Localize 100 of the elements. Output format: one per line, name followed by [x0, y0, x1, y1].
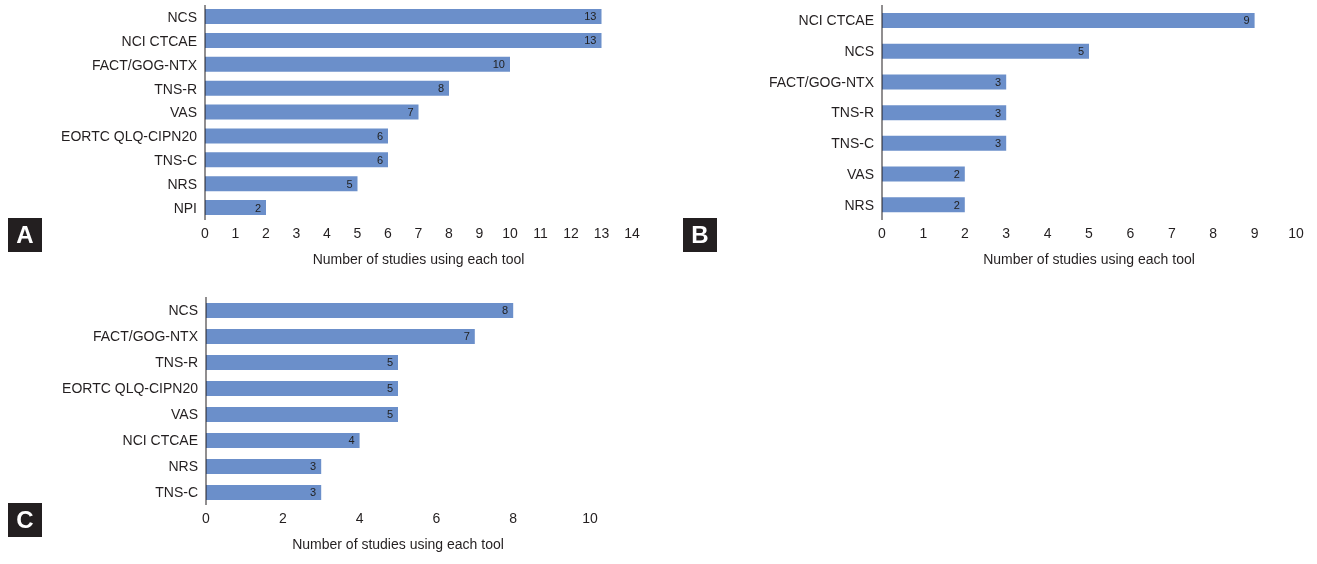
x-tick-label: 13: [593, 224, 610, 241]
y-tick-label: TNS-R: [831, 104, 874, 121]
data-label: 8: [502, 304, 509, 317]
y-tick-label: EORTC QLQ-CIPN20: [62, 379, 199, 396]
data-label: 5: [386, 408, 393, 421]
data-label: 2: [953, 198, 960, 211]
x-tick-label: 9: [1250, 224, 1259, 241]
data-label: 10: [492, 58, 505, 71]
x-tick-label: 1: [919, 224, 928, 241]
data-label: 3: [310, 486, 317, 499]
x-tick-label: 10: [582, 509, 598, 526]
bar: [206, 355, 398, 370]
bar: [206, 485, 322, 500]
data-label: 3: [995, 75, 1002, 88]
y-tick-label: EORTC QLQ-CIPN20: [61, 128, 198, 145]
bar: [882, 13, 1255, 28]
data-label: 5: [346, 177, 353, 190]
y-tick-label: VAS: [171, 405, 198, 422]
x-tick-label: 2: [960, 224, 969, 241]
y-tick-label: NCI CTCAE: [798, 12, 874, 29]
y-tick-label: TNS-R: [155, 353, 198, 370]
x-tick-label: 6: [384, 224, 393, 241]
y-tick-label: NCS: [168, 301, 198, 318]
bar: [206, 329, 475, 344]
x-tick-label: 11: [533, 224, 548, 241]
bar: [206, 303, 514, 318]
x-tick-label: 10: [1288, 224, 1304, 241]
bar: [882, 74, 1007, 90]
x-axis-title: Number of studies using each tool: [292, 536, 504, 552]
y-tick-label: TNS-C: [155, 483, 198, 500]
data-label: 13: [584, 34, 597, 47]
data-label: 3: [310, 460, 317, 473]
y-tick-label: TNS-R: [154, 80, 197, 97]
x-tick-label: 7: [1167, 224, 1176, 241]
bar: [206, 407, 398, 422]
x-tick-label: 3: [292, 224, 301, 241]
x-tick-label: 8: [509, 509, 518, 526]
x-tick-label: 2: [278, 509, 287, 526]
data-label: 6: [376, 129, 383, 142]
x-tick-label: 9: [475, 224, 484, 241]
data-label: 6: [376, 153, 383, 166]
data-label: 5: [386, 382, 393, 395]
x-tick-label: 0: [878, 224, 887, 241]
y-tick-label: TNS-C: [154, 152, 197, 169]
x-tick-label: 5: [1085, 224, 1094, 241]
bar: [882, 197, 965, 213]
y-tick-label: FACT/GOG-NTX: [769, 73, 875, 90]
data-label: 8: [437, 82, 444, 95]
data-label: 3: [995, 137, 1002, 150]
y-tick-label: NRS: [844, 196, 874, 213]
data-label: 7: [463, 330, 470, 343]
y-tick-label: FACT/GOG-NTX: [92, 56, 198, 73]
x-tick-label: 5: [353, 224, 362, 241]
bar: [205, 80, 449, 96]
bar: [882, 105, 1007, 121]
y-tick-label: NRS: [168, 457, 198, 474]
bar: [206, 381, 398, 396]
y-tick-label: TNS-C: [831, 135, 874, 152]
data-label: 2: [254, 201, 261, 214]
text: C: [8, 503, 42, 537]
y-tick-label: NRS: [167, 176, 197, 193]
y-tick-label: VAS: [847, 165, 874, 182]
data-label: 5: [386, 356, 393, 369]
x-tick-label: 6: [432, 509, 441, 526]
bar: [205, 176, 358, 192]
bar: [205, 32, 602, 48]
data-label: 5: [1077, 45, 1084, 58]
bar: [205, 104, 419, 120]
x-tick-label: 0: [202, 509, 211, 526]
x-tick-label: 1: [231, 224, 240, 241]
bar: [205, 200, 266, 216]
x-tick-label: 8: [445, 224, 454, 241]
x-tick-label: 2: [262, 224, 271, 241]
x-tick-label: 14: [624, 224, 640, 241]
x-tick-label: 7: [414, 224, 423, 241]
bar: [882, 166, 965, 182]
bar: [206, 433, 360, 448]
y-tick-label: VAS: [170, 104, 197, 121]
bar: [205, 56, 510, 72]
y-tick-label: NCI CTCAE: [122, 431, 198, 448]
bar: [205, 128, 388, 144]
data-label: 4: [348, 434, 355, 447]
x-tick-label: 3: [1002, 224, 1011, 241]
y-tick-label: NCI CTCAE: [121, 32, 197, 49]
bar: [882, 43, 1089, 59]
text: A: [8, 218, 42, 252]
data-label: 9: [1243, 14, 1250, 27]
data-label: 2: [953, 167, 960, 180]
x-tick-label: 8: [1209, 224, 1218, 241]
x-tick-label: 4: [323, 224, 332, 241]
x-tick-label: 6: [1126, 224, 1135, 241]
y-tick-label: NCS: [167, 8, 197, 25]
data-label: 7: [407, 105, 414, 118]
data-label: 13: [584, 10, 597, 23]
bar: [205, 152, 388, 168]
x-axis-title: Number of studies using each tool: [983, 251, 1195, 267]
data-label: 3: [995, 106, 1002, 119]
bar: [205, 9, 602, 24]
y-tick-label: NCS: [844, 43, 874, 60]
x-tick-label: 0: [201, 224, 210, 241]
